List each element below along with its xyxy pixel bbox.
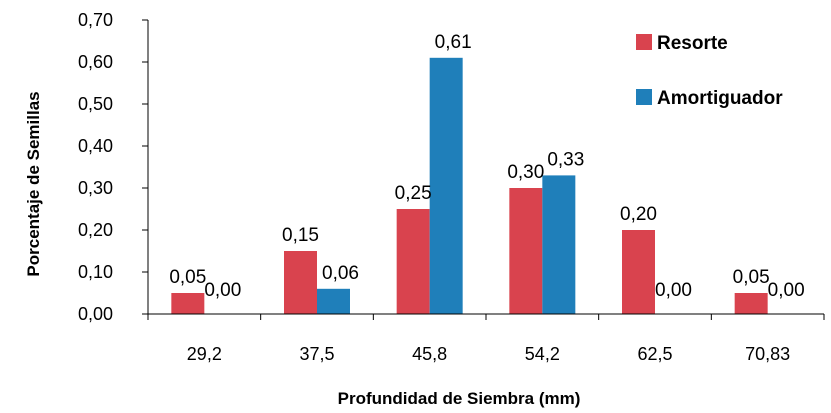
y-tick-label: 0,70 xyxy=(78,10,113,30)
x-tick-label: 70,83 xyxy=(745,344,790,364)
bar-resorte xyxy=(509,188,543,314)
x-axis-ticks: 29,2 37,5 45,8 54,2 62,5 70,83 xyxy=(147,314,825,364)
y-tick-label: 0,30 xyxy=(78,178,113,198)
y-tick-label: 0,50 xyxy=(78,94,113,114)
bar-amortiguador xyxy=(429,57,463,315)
y-tick-label: 0,20 xyxy=(78,220,113,240)
x-tick-label: 54,2 xyxy=(525,344,560,364)
data-labels: 0,050,000,150,060,250,610,300,330,200,00… xyxy=(169,32,804,301)
bar-amortiguador xyxy=(317,288,350,314)
bar-resorte xyxy=(284,251,317,314)
data-label: 0,00 xyxy=(204,280,241,301)
data-label: 0,25 xyxy=(395,183,432,204)
data-label: 0,05 xyxy=(169,267,206,288)
bar-resorte xyxy=(734,293,768,314)
y-tick-label: 0,40 xyxy=(78,136,113,156)
legend-swatch xyxy=(636,34,652,50)
x-tick-label: 37,5 xyxy=(299,344,334,364)
y-axis-title: Porcentaje de Semillas xyxy=(24,91,43,276)
x-tick-label: 62,5 xyxy=(637,344,672,364)
data-label: 0,33 xyxy=(547,149,584,170)
legend-label: Resorte xyxy=(657,33,728,54)
data-label: 0,06 xyxy=(322,263,359,284)
bars xyxy=(171,57,768,315)
bar-resorte xyxy=(622,230,655,314)
x-tick-label: 45,8 xyxy=(412,344,447,364)
data-label: 0,00 xyxy=(768,280,805,301)
data-label: 0,20 xyxy=(620,204,657,225)
x-tick-label: 29,2 xyxy=(187,344,222,364)
y-tick-label: 0,00 xyxy=(78,304,113,324)
data-label: 0,61 xyxy=(435,32,472,53)
bar-resorte xyxy=(396,209,430,314)
y-tick-label: 0,60 xyxy=(78,52,113,72)
x-axis-title: Profundidad de Siembra (mm) xyxy=(338,389,581,408)
y-axis-ticks: 0,00 0,10 0,20 0,30 0,40 0,50 0,60 0,70 xyxy=(78,10,148,324)
data-label: 0,30 xyxy=(507,162,544,183)
legend-swatch xyxy=(636,89,652,105)
data-label: 0,15 xyxy=(282,225,319,246)
bar-amortiguador xyxy=(542,175,576,314)
data-label: 0,00 xyxy=(655,280,692,301)
legend-label: Amortiguador xyxy=(657,88,783,109)
data-label: 0,05 xyxy=(733,267,770,288)
legend: Resorte Amortiguador xyxy=(636,33,783,109)
y-tick-label: 0,10 xyxy=(78,262,113,282)
bar-resorte xyxy=(171,293,205,314)
